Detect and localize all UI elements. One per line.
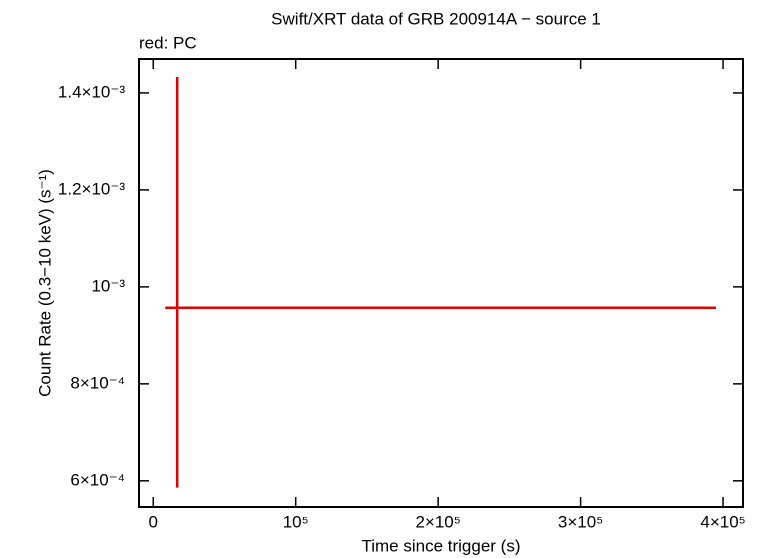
y-tick-label: 8×10⁻⁴ (70, 373, 125, 392)
chart-subtitle: red: PC (139, 33, 197, 52)
x-axis-label: Time since trigger (s) (361, 536, 520, 555)
x-tick-label: 10⁵ (283, 512, 309, 531)
x-tick-label: 2×10⁵ (415, 512, 460, 531)
plot-frame (138, 58, 744, 508)
x-tick-label: 0 (149, 512, 158, 531)
y-tick-label: 10⁻³ (91, 276, 125, 295)
y-tick-label: 1.2×10⁻³ (58, 179, 125, 198)
y-tick-label: 1.4×10⁻³ (58, 82, 125, 101)
x-tick-label: 3×10⁵ (558, 512, 603, 531)
y-axis-label: Count Rate (0.3−10 keV) (s⁻¹) (35, 169, 54, 397)
x-tick-label: 4×10⁵ (700, 512, 745, 531)
y-tick-label: 6×10⁻⁴ (70, 470, 125, 489)
chart-title: Swift/XRT data of GRB 200914A − source 1 (271, 9, 601, 28)
